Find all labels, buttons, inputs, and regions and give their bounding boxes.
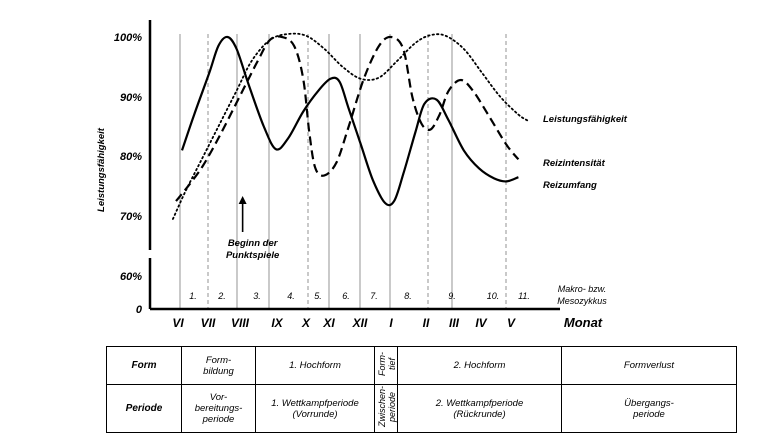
month-label: I bbox=[389, 316, 393, 330]
mesocycle-label: 4. bbox=[287, 291, 295, 301]
row-head-periode: Periode bbox=[106, 384, 182, 433]
y-axis-label: Leistungsfähigkeit bbox=[96, 127, 107, 212]
table-row-periode: Periode Vor- bereitungs- periode 1. Wett… bbox=[106, 384, 737, 433]
mesocycle-label: 11. bbox=[518, 291, 530, 301]
mesocycle-label: 6. bbox=[342, 291, 350, 301]
annotation-text: Beginn der bbox=[228, 238, 279, 249]
y-tick-label: 80% bbox=[120, 151, 142, 163]
cell-formverlust: Formverlust bbox=[561, 346, 737, 385]
y-tick-label: 60% bbox=[120, 271, 142, 283]
series-label: Reizumfang bbox=[543, 180, 597, 191]
series-label: Leistungsfähigkeit bbox=[543, 114, 628, 125]
mesocycle-labels: 1. 2. 3. 4. 5. 6. 7. 8. 9. 10. 11. Makro- bzw. Mesoz… bbox=[189, 284, 607, 306]
month-label: X bbox=[301, 316, 311, 330]
series-line-dashed bbox=[175, 35, 520, 202]
y-tick-label: 100% bbox=[114, 32, 142, 44]
series-line-solid bbox=[180, 35, 519, 207]
mesocycle-label: 9. bbox=[448, 291, 456, 301]
cell-formtief: Form- tief bbox=[374, 346, 398, 385]
month-label: VIII bbox=[231, 316, 250, 330]
month-label: XI bbox=[322, 316, 335, 330]
y-tick-label: 0 bbox=[136, 304, 143, 316]
cell-1-wettkampfperiode: 1. Wettkampfperiode (Vorrunde) bbox=[255, 384, 375, 433]
month-label: II bbox=[423, 316, 430, 330]
mesocycle-label: 7. bbox=[370, 291, 378, 301]
cell-zwischenperiode: Zwischen- periode bbox=[374, 384, 398, 433]
annotation-text: Punktspiele bbox=[226, 250, 280, 261]
mesocycle-label: 1. bbox=[189, 291, 197, 301]
mesocycle-label: 8. bbox=[404, 291, 412, 301]
period-table: Form Form- bildung 1. Hochform Form- tie… bbox=[106, 346, 737, 433]
cell-vorbereitungsperiode: Vor- bereitungs- periode bbox=[181, 384, 256, 433]
y-tick-label: 90% bbox=[120, 92, 142, 104]
grid-lines bbox=[179, 34, 507, 309]
y-tick-label: 70% bbox=[120, 211, 142, 223]
cell-2-wettkampfperiode: 2. Wettkampfperiode (Rückrunde) bbox=[397, 384, 562, 433]
month-label: XII bbox=[352, 316, 368, 330]
cell-formbildung: Form- bildung bbox=[181, 346, 256, 385]
cell-1-hochform: 1. Hochform bbox=[255, 346, 375, 385]
series-label: Reizintensität bbox=[543, 158, 606, 169]
cell-formtief-text: Form- tief bbox=[377, 352, 397, 376]
mesocycle-label: 10. bbox=[487, 291, 500, 301]
month-label: III bbox=[449, 316, 460, 330]
mesocycle-caption: Mesozykkus bbox=[557, 296, 607, 306]
series-lines bbox=[172, 32, 529, 220]
cell-zwischenperiode-text: Zwischen- periode bbox=[377, 386, 397, 428]
mesocycle-caption: Makro- bzw. bbox=[558, 284, 607, 294]
series-line-dotted bbox=[172, 32, 529, 220]
axes bbox=[148, 20, 560, 311]
month-label: V bbox=[507, 316, 516, 330]
table-row-form: Form Form- bildung 1. Hochform Form- tie… bbox=[106, 346, 737, 385]
mesocycle-label: 2. bbox=[217, 291, 226, 301]
cell-2-hochform: 2. Hochform bbox=[397, 346, 562, 385]
series-labels: Leistungsfähigkeit Reizintensität Reizumfa… bbox=[543, 114, 628, 191]
cell-uebergangsperiode: Übergangs- periode bbox=[561, 384, 737, 433]
mesocycle-label: 3. bbox=[253, 291, 261, 301]
row-head-form: Form bbox=[106, 346, 182, 385]
mesocycle-label: 5. bbox=[314, 291, 322, 301]
month-axis-label: Monat bbox=[564, 315, 603, 330]
month-label: IX bbox=[271, 316, 283, 330]
annotation-arrowhead bbox=[238, 196, 247, 204]
month-label: IV bbox=[475, 316, 487, 330]
month-label: VII bbox=[201, 316, 216, 330]
month-label: VI bbox=[172, 316, 184, 330]
x-tick-labels: VI VII VIII IX X XI XII I II III IV V Monat bbox=[172, 315, 602, 330]
y-tick-labels: 100% 90% 80% 70% 60% 0 Leistungsfähigkeit bbox=[96, 32, 143, 316]
